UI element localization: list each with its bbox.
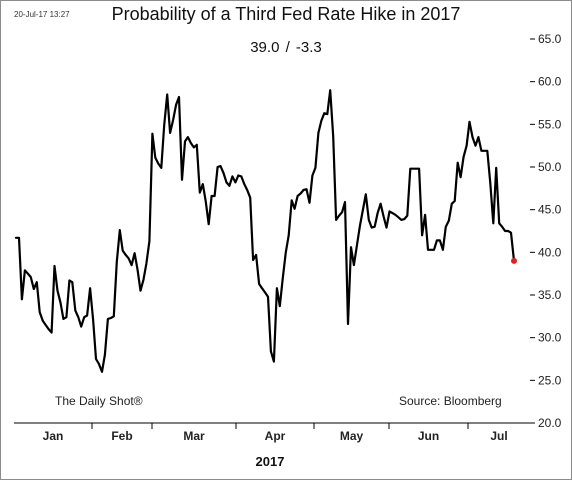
x-axis-title: 2017 xyxy=(255,454,285,469)
y-tick-label: 65.0 xyxy=(538,32,562,46)
x-tick-label: Jan xyxy=(43,429,64,443)
credit-label: The Daily Shot® xyxy=(55,394,143,408)
y-tick-label: 60.0 xyxy=(538,75,562,89)
chart-subtitle: 39.0 / -3.3 xyxy=(250,39,322,56)
x-tick-label: Apr xyxy=(265,429,286,443)
plot-area xyxy=(14,89,517,373)
chart-title: Probability of a Third Fed Rate Hike in … xyxy=(111,4,461,24)
y-tick-label: 40.0 xyxy=(538,245,562,259)
x-tick-label: Mar xyxy=(183,429,205,443)
last-value-marker xyxy=(511,257,517,264)
source-label: Source: Bloomberg xyxy=(399,394,502,408)
y-tick-label: 30.0 xyxy=(538,331,562,345)
series-line xyxy=(14,89,516,373)
timestamp: 20-Jul-17 13:27 xyxy=(14,10,70,19)
x-tick-label: Jul xyxy=(490,429,507,443)
y-tick-label: 45.0 xyxy=(538,203,562,217)
x-tick-label: May xyxy=(340,429,364,443)
y-tick-label: 25.0 xyxy=(538,373,562,387)
y-tick-label: 35.0 xyxy=(538,288,562,302)
y-tick-label: 20.0 xyxy=(538,416,562,430)
y-tick-label: 55.0 xyxy=(538,117,562,131)
x-tick-label: Jun xyxy=(418,429,439,443)
y-tick-label: 50.0 xyxy=(538,160,562,174)
chart-axes xyxy=(14,38,535,429)
x-tick-label: Feb xyxy=(111,429,132,443)
tick-labels: 20.0 25.0 30.0 35.0 40.0 45.0 50.0 55.0 60.0 65.0… xyxy=(43,32,562,443)
